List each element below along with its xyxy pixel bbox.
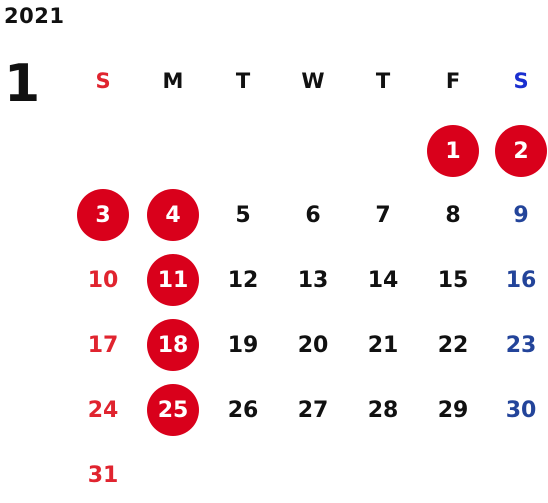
- weekday-tuesday: T: [235, 69, 251, 93]
- day-cell[interactable]: 18: [147, 319, 199, 371]
- month-number: 1: [4, 54, 41, 114]
- day-cell[interactable]: 17: [87, 332, 119, 358]
- day-cell[interactable]: 19: [227, 332, 259, 358]
- day-cell[interactable]: 1: [427, 125, 479, 177]
- day-cell[interactable]: 20: [297, 332, 329, 358]
- weekday-wednesday: W: [301, 69, 325, 93]
- day-cell[interactable]: 29: [437, 397, 469, 423]
- day-cell[interactable]: 12: [227, 267, 259, 293]
- day-cell[interactable]: 4: [147, 189, 199, 241]
- day-cell[interactable]: 21: [367, 332, 399, 358]
- weekday-saturday: S: [513, 69, 529, 93]
- weekday-monday: M: [162, 69, 184, 93]
- day-cell[interactable]: 8: [445, 202, 461, 228]
- day-cell[interactable]: 25: [147, 384, 199, 436]
- day-cell[interactable]: 5: [235, 202, 251, 228]
- year-label: 2021: [4, 4, 65, 28]
- day-cell[interactable]: 31: [87, 462, 119, 488]
- day-cell[interactable]: 6: [305, 202, 321, 228]
- day-cell[interactable]: 30: [505, 397, 537, 423]
- day-cell[interactable]: 28: [367, 397, 399, 423]
- day-cell[interactable]: 11: [147, 254, 199, 306]
- day-cell[interactable]: 23: [505, 332, 537, 358]
- day-cell[interactable]: 24: [87, 397, 119, 423]
- day-cell[interactable]: 13: [297, 267, 329, 293]
- day-cell[interactable]: 3: [77, 189, 129, 241]
- day-cell[interactable]: 2: [495, 125, 547, 177]
- day-cell[interactable]: 10: [87, 267, 119, 293]
- weekday-sunday: S: [95, 69, 111, 93]
- day-cell[interactable]: 22: [437, 332, 469, 358]
- weekday-thursday: T: [375, 69, 391, 93]
- day-cell[interactable]: 26: [227, 397, 259, 423]
- day-cell[interactable]: 15: [437, 267, 469, 293]
- day-cell[interactable]: 9: [513, 202, 529, 228]
- day-cell[interactable]: 27: [297, 397, 329, 423]
- day-cell[interactable]: 16: [505, 267, 537, 293]
- day-cell[interactable]: 7: [375, 202, 391, 228]
- day-cell[interactable]: 14: [367, 267, 399, 293]
- weekday-friday: F: [445, 69, 461, 93]
